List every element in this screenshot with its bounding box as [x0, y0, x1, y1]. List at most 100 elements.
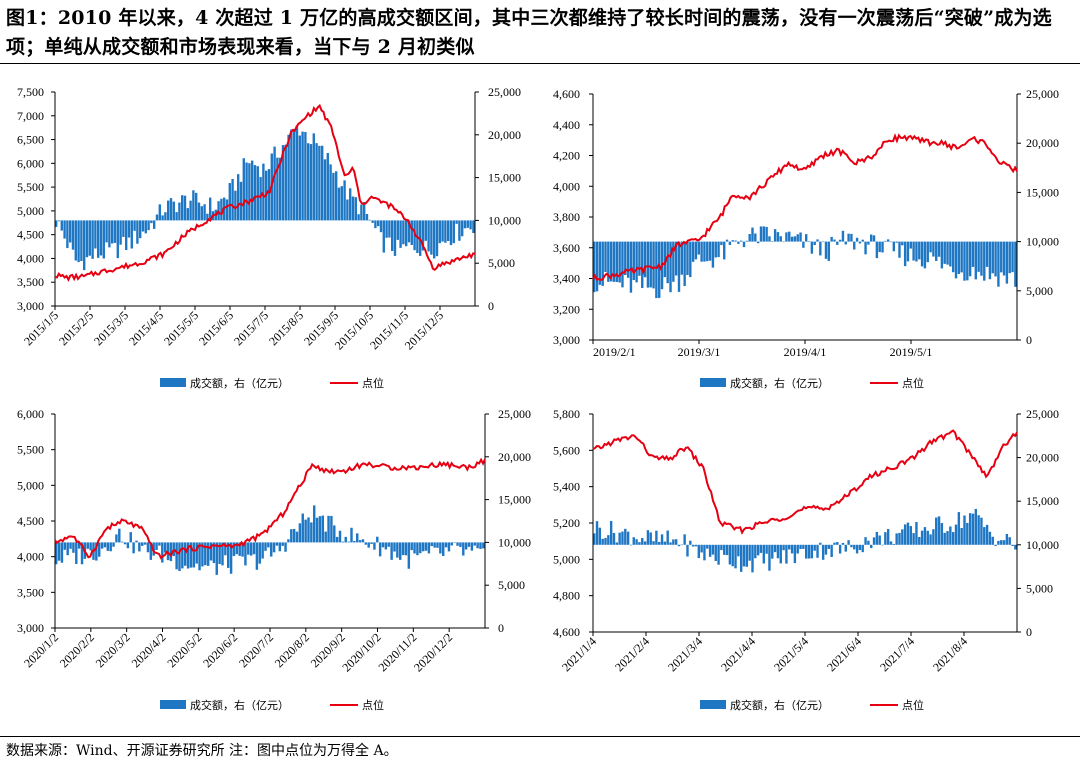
volume-bar	[963, 241, 966, 281]
volume-bar	[374, 220, 377, 229]
volume-bar	[663, 541, 667, 545]
volume-bar	[926, 241, 929, 263]
volume-bar	[333, 525, 336, 543]
volume-bar	[1002, 540, 1006, 545]
volume-bar	[799, 232, 802, 242]
volume-bar	[923, 527, 927, 545]
volume-bar	[912, 241, 915, 261]
volume-bar	[706, 544, 709, 549]
volume-bar	[258, 542, 261, 564]
volume-bar	[335, 536, 339, 543]
volume-bar	[69, 542, 72, 549]
volume-bar	[756, 241, 760, 244]
volume-bar	[912, 533, 915, 545]
volume-bar	[175, 542, 178, 570]
volume-bar	[172, 201, 175, 221]
title-divider	[0, 63, 1080, 64]
x-tick-label: 2021/2/4	[612, 634, 652, 674]
volume-bar	[966, 241, 969, 281]
volume-bar	[612, 532, 616, 545]
volume-bar	[441, 220, 444, 242]
volume-bar	[178, 202, 181, 221]
volume-bar	[273, 146, 276, 221]
volume-bar	[318, 516, 322, 543]
volume-bar	[847, 540, 850, 545]
volume-bar	[728, 241, 732, 245]
volume-bar	[251, 160, 254, 221]
left-tick-label: 4,500	[17, 514, 44, 528]
left-tick-label: 4,000	[553, 179, 580, 193]
volume-bar	[793, 236, 797, 242]
volume-bar	[396, 220, 399, 240]
volume-bar	[301, 513, 304, 543]
volume-bar	[641, 538, 644, 545]
x-tick-label: 2020/2/2	[57, 630, 97, 670]
volume-bar	[63, 542, 67, 550]
volume-bar	[980, 517, 983, 545]
volume-bar	[60, 542, 64, 563]
volume-bar	[155, 214, 159, 221]
volume-bar	[819, 241, 822, 256]
volume-bar	[469, 220, 472, 230]
volume-bar	[601, 538, 604, 545]
volume-bar	[438, 220, 441, 244]
volume-bar	[172, 542, 175, 557]
volume-bar	[127, 220, 131, 238]
volume-bar	[773, 229, 777, 242]
volume-bar	[318, 145, 321, 221]
volume-bar	[467, 542, 471, 547]
volume-bar	[391, 220, 394, 251]
volume-bar	[387, 542, 390, 547]
volume-bar	[163, 542, 167, 553]
volume-bar	[819, 542, 822, 545]
volume-bar	[807, 241, 811, 242]
volume-bar	[264, 542, 267, 551]
volume-bar	[895, 241, 898, 243]
volume-bar	[324, 531, 327, 543]
volume-bar	[307, 517, 310, 543]
x-tick-label: 2019/4/1	[784, 345, 827, 359]
volume-bar	[674, 241, 678, 276]
x-tick-label: 2021/6/4	[824, 634, 864, 674]
volume-bar	[340, 186, 343, 221]
volume-bar	[697, 241, 700, 255]
volume-bar	[850, 544, 853, 548]
right-tick-label: 5,000	[1026, 284, 1053, 298]
volume-bar	[351, 196, 355, 221]
volume-bar	[130, 220, 133, 249]
volume-bar	[983, 241, 986, 281]
volume-bar	[346, 199, 349, 221]
volume-bar	[991, 241, 994, 274]
right-tick-label: 20,000	[1026, 136, 1059, 150]
volume-bar	[652, 241, 655, 289]
volume-bar	[313, 505, 316, 543]
volume-bar	[473, 542, 476, 546]
volume-bar	[447, 542, 451, 552]
right-tick-label: 0	[498, 621, 504, 635]
legend-bar-label: 成交额，右（亿元）	[190, 376, 289, 390]
volume-bar	[141, 220, 145, 232]
volume-bar	[836, 241, 839, 245]
volume-bar	[66, 542, 69, 556]
volume-bar	[595, 241, 599, 292]
volume-bar	[407, 220, 411, 243]
volume-bar	[139, 220, 142, 239]
volume-bar	[776, 544, 780, 559]
x-tick-label: 2015/7/5	[231, 308, 271, 348]
index-line	[54, 457, 486, 560]
volume-bar	[615, 241, 619, 283]
volume-bar	[788, 544, 791, 550]
volume-bar	[204, 542, 207, 566]
volume-bar	[135, 540, 138, 543]
x-tick-label: 2019/5/1	[890, 345, 933, 359]
volume-bar	[209, 197, 212, 221]
volume-bar	[235, 542, 239, 555]
legend-line-label: 点位	[902, 698, 924, 712]
volume-bar	[221, 542, 224, 566]
volume-bar	[120, 541, 124, 543]
volume-bar	[353, 540, 356, 543]
volume-bar	[228, 183, 231, 221]
volume-bar	[886, 529, 890, 545]
volume-bar	[255, 542, 259, 570]
volume-bar	[231, 178, 234, 221]
